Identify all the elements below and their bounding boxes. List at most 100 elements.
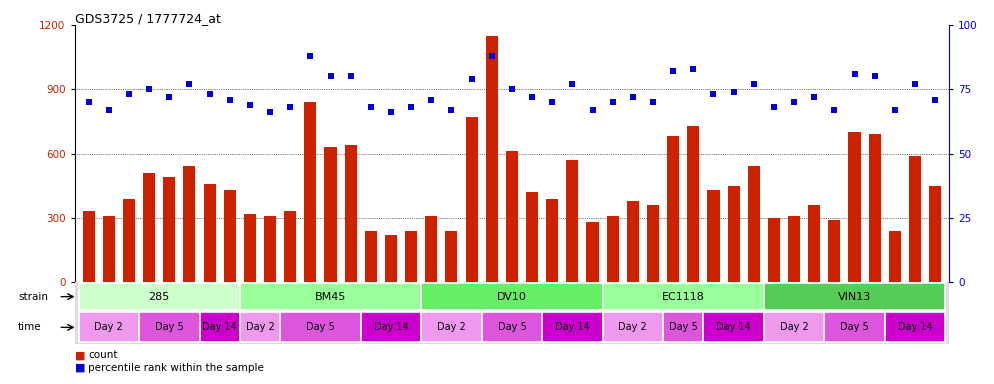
Point bbox=[100, 107, 116, 113]
Bar bbox=[586, 222, 598, 282]
Text: DV10: DV10 bbox=[497, 291, 527, 302]
Bar bbox=[406, 231, 417, 282]
Text: ■: ■ bbox=[75, 363, 85, 373]
Bar bbox=[445, 231, 457, 282]
Bar bbox=[602, 312, 663, 343]
Text: GDS3725 / 1777724_at: GDS3725 / 1777724_at bbox=[75, 12, 221, 25]
Point bbox=[746, 81, 761, 87]
Point bbox=[404, 104, 419, 110]
Point bbox=[726, 89, 742, 95]
Bar bbox=[763, 312, 824, 343]
Bar bbox=[365, 231, 377, 282]
Bar bbox=[280, 312, 361, 343]
Bar bbox=[183, 167, 196, 282]
Text: strain: strain bbox=[18, 291, 48, 302]
Text: time: time bbox=[18, 322, 42, 333]
Bar bbox=[602, 283, 763, 310]
Text: Day 14: Day 14 bbox=[898, 322, 932, 333]
Point bbox=[383, 109, 399, 116]
Point bbox=[706, 91, 722, 98]
Text: Day 5: Day 5 bbox=[155, 322, 184, 333]
Point bbox=[847, 71, 863, 77]
Bar bbox=[264, 216, 276, 282]
Point bbox=[887, 107, 903, 113]
Bar bbox=[869, 134, 881, 282]
Text: percentile rank within the sample: percentile rank within the sample bbox=[88, 363, 264, 373]
Bar bbox=[909, 156, 921, 282]
Point bbox=[524, 94, 540, 100]
Point bbox=[282, 104, 298, 110]
Point bbox=[927, 96, 943, 103]
Bar bbox=[240, 283, 421, 310]
Bar bbox=[304, 102, 316, 282]
Point bbox=[565, 81, 580, 87]
Bar bbox=[849, 132, 861, 282]
Bar bbox=[385, 235, 397, 282]
Text: Day 2: Day 2 bbox=[437, 322, 466, 333]
Bar bbox=[704, 312, 763, 343]
Point bbox=[685, 66, 701, 72]
Text: Day 14: Day 14 bbox=[203, 322, 237, 333]
Bar bbox=[526, 192, 538, 282]
Bar bbox=[768, 218, 780, 282]
Point bbox=[484, 53, 500, 59]
Bar bbox=[828, 220, 841, 282]
Bar bbox=[240, 312, 280, 343]
Bar bbox=[627, 201, 639, 282]
Point bbox=[604, 99, 620, 105]
Bar bbox=[824, 312, 885, 343]
Bar bbox=[708, 190, 720, 282]
Bar bbox=[788, 216, 800, 282]
Text: Day 5: Day 5 bbox=[669, 322, 698, 333]
Point bbox=[81, 99, 96, 105]
Text: Day 5: Day 5 bbox=[498, 322, 526, 333]
Point bbox=[222, 96, 238, 103]
Bar bbox=[224, 190, 236, 282]
Point bbox=[504, 86, 520, 92]
Bar bbox=[546, 199, 559, 282]
Point bbox=[423, 96, 439, 103]
Point bbox=[262, 109, 278, 116]
Bar bbox=[542, 312, 602, 343]
Text: Day 14: Day 14 bbox=[374, 322, 409, 333]
Point bbox=[826, 107, 842, 113]
Bar bbox=[163, 177, 175, 282]
Point bbox=[202, 91, 218, 98]
Text: Day 2: Day 2 bbox=[779, 322, 808, 333]
Point bbox=[645, 99, 661, 105]
Bar bbox=[324, 147, 337, 282]
Point bbox=[161, 94, 177, 100]
Point bbox=[121, 91, 137, 98]
Bar bbox=[421, 312, 482, 343]
Bar bbox=[361, 312, 421, 343]
Point bbox=[242, 102, 257, 108]
Bar bbox=[284, 212, 296, 282]
Point bbox=[463, 76, 479, 82]
Point bbox=[908, 81, 923, 87]
Point bbox=[625, 94, 641, 100]
Bar bbox=[687, 126, 700, 282]
Text: Day 14: Day 14 bbox=[555, 322, 589, 333]
Bar bbox=[139, 312, 200, 343]
Bar bbox=[567, 160, 579, 282]
Bar bbox=[728, 186, 740, 282]
Bar bbox=[763, 283, 945, 310]
Text: Day 14: Day 14 bbox=[717, 322, 751, 333]
Point bbox=[302, 53, 318, 59]
Bar bbox=[200, 312, 240, 343]
Point bbox=[786, 99, 802, 105]
Point bbox=[665, 68, 681, 74]
Text: Day 5: Day 5 bbox=[840, 322, 869, 333]
Bar bbox=[79, 283, 240, 310]
Bar bbox=[885, 312, 945, 343]
Text: Day 2: Day 2 bbox=[94, 322, 123, 333]
Bar bbox=[204, 184, 216, 282]
Point bbox=[584, 107, 600, 113]
Bar bbox=[506, 151, 518, 282]
Text: 285: 285 bbox=[148, 291, 170, 302]
Text: Day 5: Day 5 bbox=[306, 322, 335, 333]
Bar bbox=[486, 36, 498, 282]
Bar bbox=[244, 214, 255, 282]
Point bbox=[806, 94, 822, 100]
Point bbox=[323, 73, 339, 79]
